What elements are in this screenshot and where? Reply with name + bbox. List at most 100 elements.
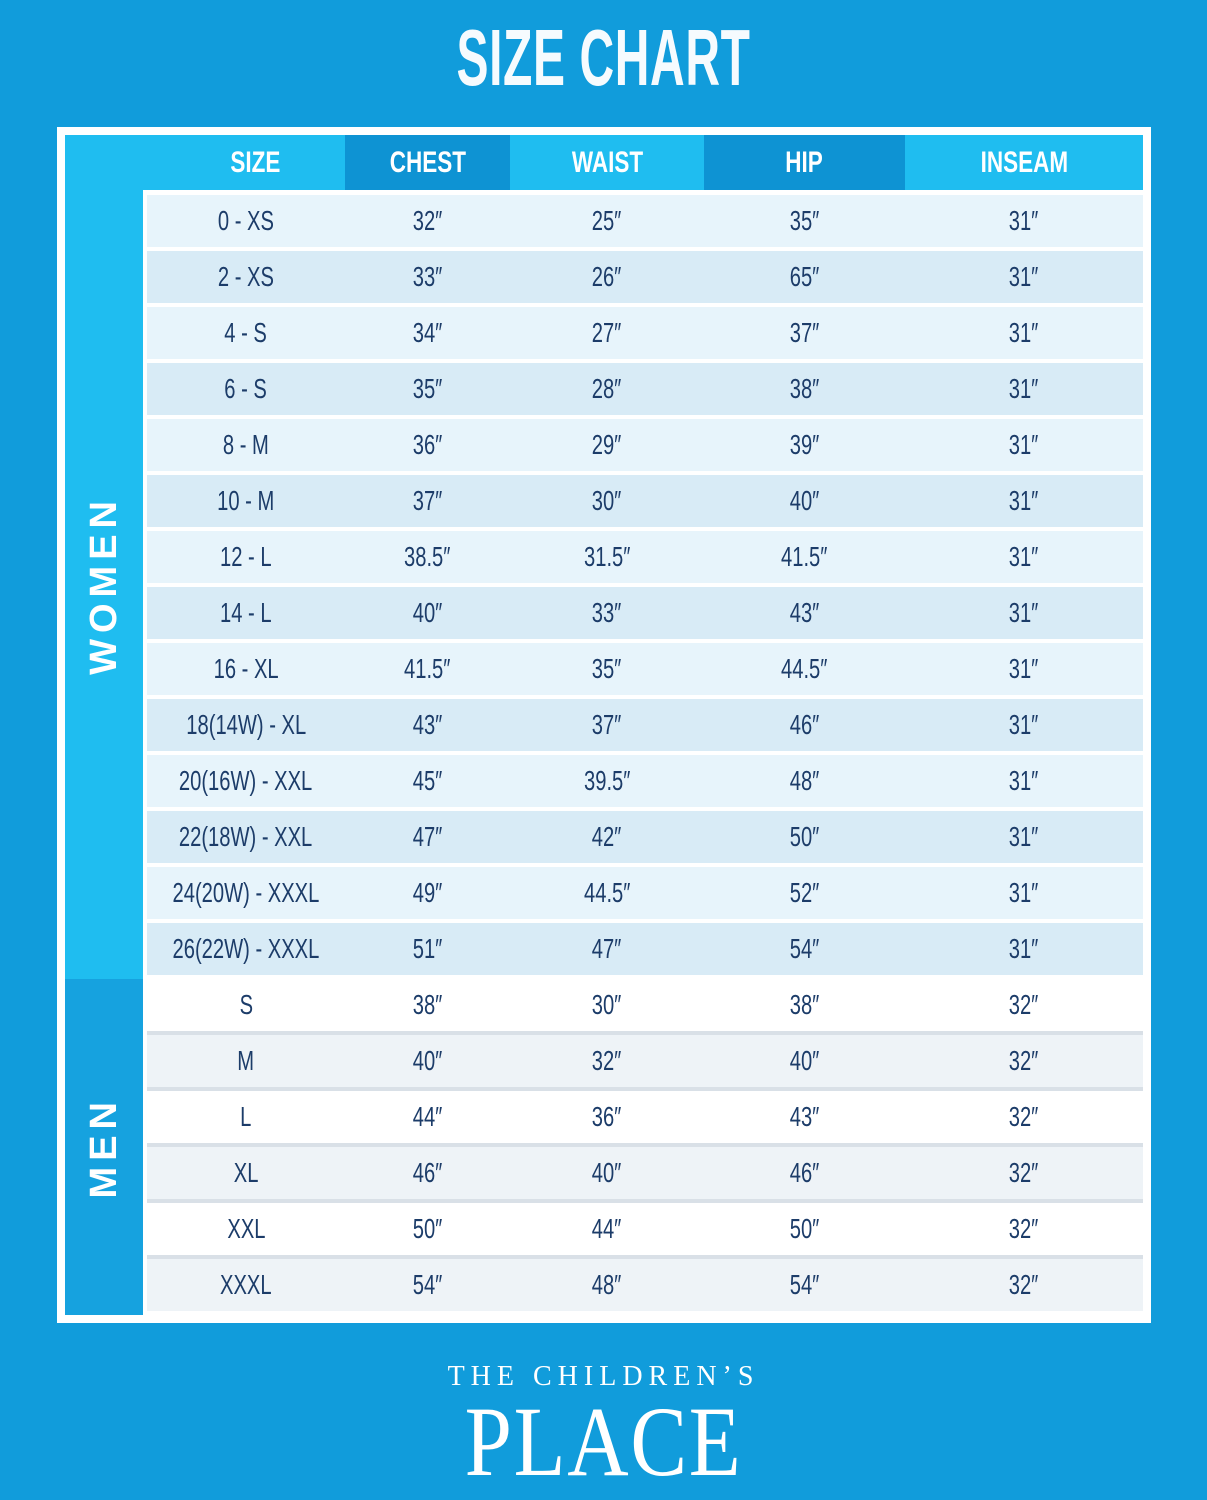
hip-cell: 43″	[789, 597, 820, 628]
table-row: 6 - S 35″ 28″ 38″ 31″	[147, 363, 1143, 415]
hip-cell: 48″	[789, 765, 820, 796]
page-title: SIZE CHART	[456, 13, 751, 102]
waist-cell: 30″	[592, 485, 622, 516]
inseam-cell: 32″	[1009, 1045, 1039, 1076]
chest-cell: 37″	[412, 485, 443, 516]
inseam-cell: 31″	[1009, 877, 1039, 908]
table-header-row: SIZE CHEST WAIST HIP INSEAM	[65, 135, 1143, 190]
size-cell: M	[237, 1045, 255, 1076]
column-header-inseam: INSEAM	[905, 135, 1143, 190]
brand-logo-line2: PLACE	[464, 1386, 743, 1497]
table-rows: 0 - XS 32″ 25″ 35″ 31″ 2 - XS 33″ 26″ 65…	[147, 195, 1143, 1315]
inseam-cell: 31″	[1009, 821, 1039, 852]
waist-cell: 25″	[592, 205, 622, 236]
inseam-cell: 31″	[1009, 597, 1039, 628]
chest-cell: 32″	[412, 205, 443, 236]
waist-cell: 48″	[592, 1269, 622, 1300]
size-cell: XXL	[226, 1213, 266, 1244]
chest-cell: 40″	[412, 1045, 443, 1076]
column-header-waist: WAIST	[510, 135, 704, 190]
waist-cell: 36″	[592, 1101, 622, 1132]
chest-cell: 43″	[412, 709, 443, 740]
waist-cell: 47″	[592, 933, 622, 964]
waist-cell: 44.5″	[583, 877, 631, 908]
column-header-chest: CHEST	[345, 135, 510, 190]
hip-cell: 54″	[789, 933, 820, 964]
chest-cell: 36″	[412, 429, 443, 460]
inseam-cell: 32″	[1009, 1157, 1039, 1188]
hip-cell: 41.5″	[781, 541, 828, 572]
size-cell: 8 - M	[223, 429, 269, 460]
section-label-men: MEN	[82, 1095, 125, 1199]
table-row: XL 46″ 40″ 46″ 32″	[147, 1147, 1143, 1199]
column-header-hip: HIP	[704, 135, 905, 190]
hip-cell: 38″	[789, 373, 820, 404]
inseam-cell: 31″	[1009, 373, 1039, 404]
chest-cell: 33″	[412, 261, 443, 292]
column-header-size: SIZE	[65, 135, 345, 190]
table-row: 24(20W) - XXXL 49″ 44.5″ 52″ 31″	[147, 867, 1143, 919]
size-cell: 14 - L	[220, 597, 272, 628]
waist-cell: 32″	[592, 1045, 622, 1076]
chest-cell: 46″	[412, 1157, 443, 1188]
size-chart-table: SIZE CHEST WAIST HIP INSEAM WOMEN MEN 0 …	[57, 127, 1151, 1323]
table-row: 16 - XL 41.5″ 35″ 44.5″ 31″	[147, 643, 1143, 695]
inseam-cell: 31″	[1009, 541, 1039, 572]
chest-cell: 41.5″	[404, 653, 451, 684]
inseam-cell: 31″	[1009, 317, 1039, 348]
inseam-cell: 32″	[1009, 989, 1039, 1020]
hip-cell: 40″	[789, 485, 820, 516]
size-cell: L	[240, 1101, 252, 1132]
table-row: XXL 50″ 44″ 50″ 32″	[147, 1203, 1143, 1255]
hip-cell: 50″	[789, 821, 820, 852]
chest-cell: 35″	[412, 373, 443, 404]
size-cell: 26(22W) - XXXL	[172, 933, 320, 964]
table-row: 2 - XS 33″ 26″ 65″ 31″	[147, 251, 1143, 303]
table-row: S 38″ 30″ 38″ 32″	[147, 979, 1143, 1031]
waist-cell: 39.5″	[583, 765, 631, 796]
size-cell: 0 - XS	[217, 205, 275, 236]
hip-cell: 54″	[789, 1269, 820, 1300]
waist-cell: 35″	[592, 653, 622, 684]
size-cell: 10 - M	[217, 485, 275, 516]
chest-cell: 44″	[412, 1101, 443, 1132]
chest-cell: 38″	[412, 989, 443, 1020]
waist-cell: 27″	[592, 317, 622, 348]
inseam-cell: 32″	[1009, 1101, 1039, 1132]
men-rows-separator-backdrop	[147, 979, 1143, 1311]
table-row: 10 - M 37″ 30″ 40″ 31″	[147, 475, 1143, 527]
waist-cell: 30″	[592, 989, 622, 1020]
inseam-cell: 31″	[1009, 485, 1039, 516]
chest-cell: 49″	[412, 877, 443, 908]
inseam-cell: 31″	[1009, 653, 1039, 684]
size-cell: 4 - S	[224, 317, 268, 348]
table-row: 26(22W) - XXXL 51″ 47″ 54″ 31″	[147, 923, 1143, 975]
waist-cell: 40″	[592, 1157, 622, 1188]
chest-cell: 54″	[412, 1269, 443, 1300]
table-inner: SIZE CHEST WAIST HIP INSEAM WOMEN MEN 0 …	[65, 135, 1143, 1315]
table-row: M 40″ 32″ 40″ 32″	[147, 1035, 1143, 1087]
waist-cell: 33″	[592, 597, 622, 628]
inseam-cell: 31″	[1009, 933, 1039, 964]
size-cell: 6 - S	[224, 373, 268, 404]
waist-cell: 37″	[592, 709, 622, 740]
hip-cell: 40″	[789, 1045, 820, 1076]
waist-cell: 28″	[592, 373, 622, 404]
inseam-cell: 32″	[1009, 1269, 1039, 1300]
size-cell: 16 - XL	[213, 653, 279, 684]
brand-logo-line1: THE CHILDREN’S	[447, 1361, 760, 1392]
section-sidebar-women: WOMEN	[65, 190, 143, 979]
table-row: 0 - XS 32″ 25″ 35″ 31″	[147, 195, 1143, 247]
hip-cell: 46″	[789, 1157, 820, 1188]
hip-cell: 37″	[789, 317, 820, 348]
table-row: 18(14W) - XL 43″ 37″ 46″ 31″	[147, 699, 1143, 751]
hip-cell: 43″	[789, 1101, 820, 1132]
table-row: 12 - L 38.5″ 31.5″ 41.5″ 31″	[147, 531, 1143, 583]
table-row: 4 - S 34″ 27″ 37″ 31″	[147, 307, 1143, 359]
size-cell: XL	[233, 1157, 259, 1188]
inseam-cell: 32″	[1009, 1213, 1039, 1244]
chest-cell: 47″	[412, 821, 443, 852]
hip-cell: 52″	[789, 877, 820, 908]
brand-logo: THE CHILDREN’S PLACE	[0, 1360, 1207, 1497]
